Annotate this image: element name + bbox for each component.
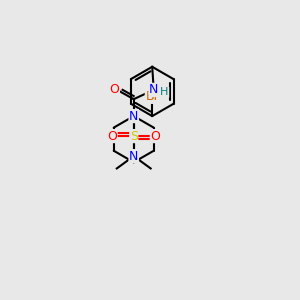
Text: H: H <box>160 87 169 97</box>
Text: O: O <box>110 83 119 96</box>
Text: S: S <box>130 130 138 142</box>
Text: Br: Br <box>145 90 159 103</box>
Text: N: N <box>149 83 158 96</box>
Text: N: N <box>129 110 138 123</box>
Text: O: O <box>107 130 117 142</box>
Text: O: O <box>150 130 160 142</box>
Text: N: N <box>129 150 138 163</box>
